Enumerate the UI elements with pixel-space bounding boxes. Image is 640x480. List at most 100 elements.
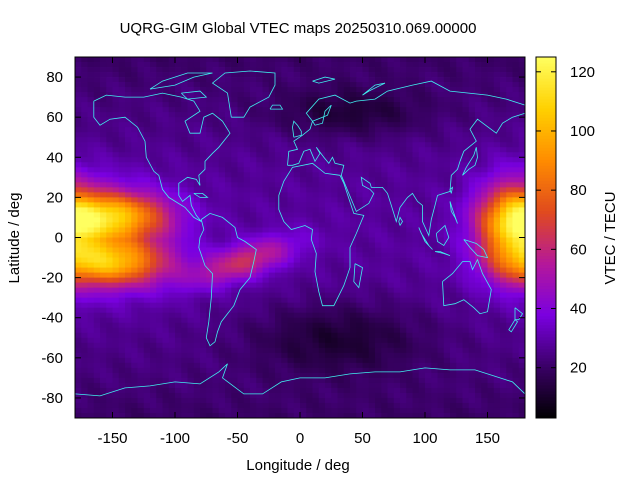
heatmap-cell — [331, 212, 338, 218]
heatmap-cell — [200, 212, 207, 218]
heatmap-cell — [500, 177, 507, 183]
heatmap-cell — [500, 97, 507, 103]
heatmap-cell — [512, 197, 520, 203]
heatmap-cell — [387, 177, 395, 183]
heatmap-cell — [187, 222, 195, 228]
heatmap-cell — [306, 82, 313, 88]
heatmap-cell — [325, 297, 332, 304]
heatmap-cell — [356, 357, 363, 364]
heatmap-cell — [400, 187, 407, 193]
heatmap-cell — [150, 237, 157, 243]
heatmap-cell — [375, 192, 382, 198]
heatmap-cell — [437, 332, 445, 339]
heatmap-cell — [412, 277, 420, 284]
heatmap-cell — [318, 262, 326, 268]
heatmap-cell — [325, 242, 332, 248]
heatmap-cell — [81, 227, 88, 233]
heatmap-cell — [275, 112, 282, 118]
heatmap-cell — [275, 207, 282, 213]
heatmap-cell — [475, 122, 482, 128]
heatmap-cell — [350, 252, 357, 258]
heatmap-cell — [450, 232, 457, 238]
heatmap-cell — [437, 207, 445, 213]
heatmap-cell — [462, 217, 470, 223]
heatmap-cell — [431, 57, 438, 63]
heatmap-cell — [112, 367, 120, 374]
heatmap-cell — [212, 82, 220, 88]
heatmap-cell — [425, 222, 432, 228]
heatmap-cell — [450, 247, 457, 253]
heatmap-cell — [481, 162, 488, 168]
heatmap-cell — [518, 282, 526, 289]
heatmap-cell — [481, 182, 488, 188]
heatmap-cell — [168, 392, 176, 399]
heatmap-cell — [225, 112, 232, 118]
heatmap-cell — [75, 307, 82, 314]
heatmap-cell — [518, 227, 526, 233]
heatmap-cell — [481, 357, 488, 364]
heatmap-cell — [175, 262, 182, 268]
heatmap-cell — [331, 227, 338, 233]
heatmap-cell — [150, 312, 157, 319]
heatmap-cell — [237, 342, 245, 349]
heatmap-cell — [187, 177, 195, 183]
heatmap-cell — [212, 62, 220, 68]
heatmap-cell — [118, 287, 126, 294]
heatmap-cell — [212, 302, 220, 309]
heatmap-cell — [356, 387, 363, 394]
heatmap-cell — [481, 222, 488, 228]
heatmap-cell — [175, 67, 182, 73]
heatmap-cell — [293, 262, 301, 268]
heatmap-cell — [412, 132, 420, 138]
heatmap-cell — [443, 372, 451, 379]
heatmap-cell — [475, 327, 482, 334]
heatmap-cell — [200, 367, 207, 374]
heatmap-cell — [193, 262, 201, 268]
heatmap-cell — [475, 397, 482, 404]
heatmap-cell — [168, 192, 176, 198]
heatmap-cell — [425, 217, 432, 223]
heatmap-cell — [443, 142, 451, 148]
heatmap-cell — [468, 177, 476, 183]
heatmap-cell — [193, 402, 201, 409]
heatmap-cell — [318, 342, 326, 349]
heatmap-cell — [425, 322, 432, 329]
heatmap-cell — [112, 97, 120, 103]
heatmap-cell — [156, 327, 163, 334]
heatmap-cell — [381, 362, 388, 369]
heatmap-cell — [318, 352, 326, 359]
heatmap-cell — [212, 187, 220, 193]
heatmap-cell — [212, 247, 220, 253]
heatmap-cell — [375, 262, 382, 268]
heatmap-cell — [406, 362, 413, 369]
heatmap-cell — [518, 92, 526, 98]
heatmap-cell — [450, 387, 457, 394]
heatmap-cell — [137, 247, 145, 253]
heatmap-cell — [481, 327, 488, 334]
heatmap-cell — [418, 257, 426, 263]
heatmap-cell — [400, 302, 407, 309]
heatmap-cell — [375, 377, 382, 384]
heatmap-cell — [400, 297, 407, 304]
heatmap-cell — [237, 167, 245, 173]
heatmap-cell — [425, 57, 432, 63]
heatmap-cell — [406, 212, 413, 218]
heatmap-cell — [506, 397, 513, 404]
heatmap-cell — [400, 117, 407, 123]
heatmap-cell — [425, 342, 432, 349]
heatmap-cell — [131, 187, 138, 193]
heatmap-cell — [400, 127, 407, 133]
heatmap-cell — [412, 397, 420, 404]
heatmap-cell — [475, 152, 482, 158]
heatmap-cell — [231, 402, 238, 409]
heatmap-cell — [243, 297, 251, 304]
heatmap-cell — [468, 317, 476, 324]
heatmap-cell — [256, 222, 263, 228]
heatmap-cell — [368, 202, 376, 208]
heatmap-cell — [312, 112, 320, 118]
heatmap-cell — [137, 367, 145, 374]
heatmap-cell — [481, 207, 488, 213]
heatmap-cell — [468, 287, 476, 294]
heatmap-cell — [368, 277, 376, 284]
heatmap-cell — [231, 192, 238, 198]
